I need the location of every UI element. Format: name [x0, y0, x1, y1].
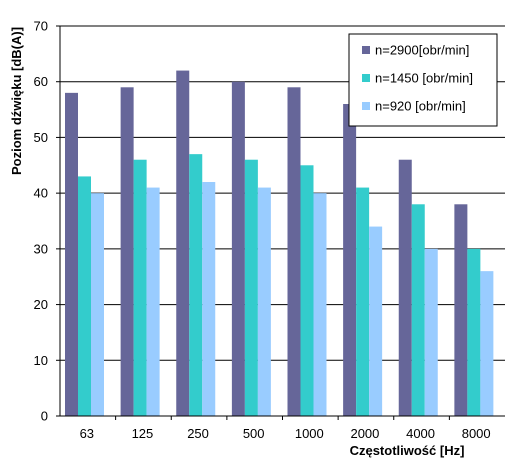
bar [78, 176, 91, 416]
bar [454, 204, 468, 416]
bar [189, 154, 203, 416]
x-tick-label: 4000 [406, 426, 435, 441]
bar [467, 248, 481, 416]
y-axis-title: Poziom dźwięku [dB(A)] [9, 27, 24, 175]
bar [369, 226, 383, 416]
x-tick-label: 1000 [295, 426, 324, 441]
y-tick-label: 10 [34, 353, 48, 368]
bar [424, 248, 438, 416]
bar [356, 187, 370, 416]
y-tick-label: 30 [34, 241, 48, 256]
bar [120, 87, 134, 417]
bar [398, 159, 412, 416]
bar [300, 165, 314, 416]
x-tick-label: 8000 [462, 426, 491, 441]
bar [65, 92, 78, 416]
y-tick-label: 20 [34, 297, 48, 312]
bar [231, 81, 245, 416]
legend-swatch [362, 46, 370, 54]
legend-swatch [362, 74, 370, 82]
bar [146, 187, 160, 416]
bar [176, 70, 190, 417]
y-tick-label: 40 [34, 186, 48, 201]
legend-box [348, 33, 498, 127]
legend-label: n=1450 [obr/min] [375, 71, 473, 86]
bar [313, 193, 327, 416]
y-tick-label: 50 [34, 130, 48, 145]
x-axis-title: Częstotliwość [Hz] [350, 443, 465, 458]
x-tick-label: 63 [80, 426, 94, 441]
bar [411, 204, 425, 416]
x-tick-label: 125 [132, 426, 154, 441]
bar [91, 193, 104, 416]
x-tick-labels: 63 125 250 500 1000 2000 4000 8000 [80, 416, 491, 441]
y-tick-label: 60 [34, 74, 48, 89]
legend-swatch [362, 102, 370, 110]
y-tick-label: 0 [41, 409, 48, 424]
bar [287, 87, 301, 417]
y-tick-label: 70 [34, 19, 48, 34]
bar [343, 104, 357, 416]
x-tick-label: 500 [243, 426, 265, 441]
legend-label: n=920 [obr/min] [375, 99, 466, 114]
y-tick-labels: 0 10 20 30 40 50 60 70 [34, 19, 60, 424]
legend-label: n=2900[obr/min] [375, 43, 469, 58]
x-tick-label: 250 [187, 426, 209, 441]
bar [244, 159, 258, 416]
x-tick-label: 2000 [350, 426, 379, 441]
bar [133, 159, 147, 416]
bar [257, 187, 271, 416]
legend: n=2900[obr/min] n=1450 [obr/min] n=920 [ob… [348, 33, 498, 127]
bars [65, 70, 494, 417]
bar [202, 182, 216, 416]
bar [480, 271, 494, 416]
